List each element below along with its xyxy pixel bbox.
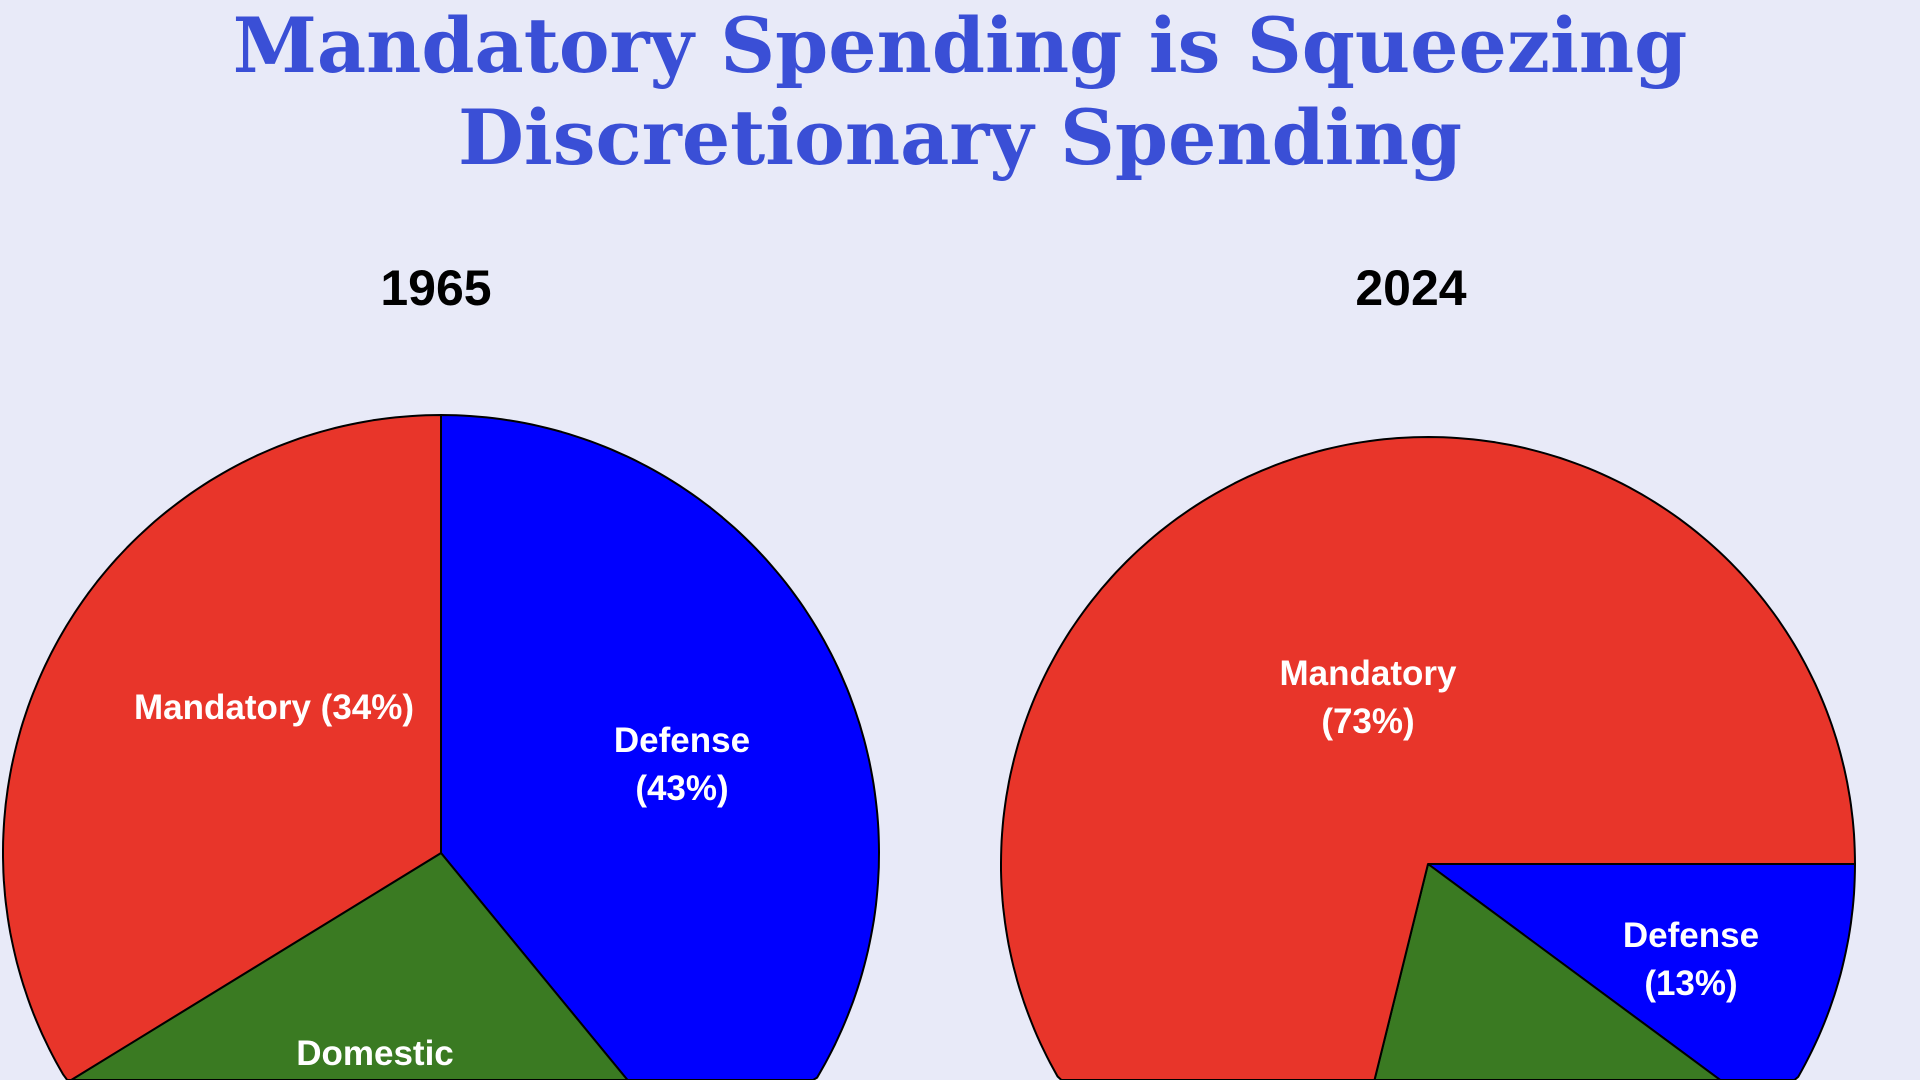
slice-label-2024-mandatory: Mandatory: [1280, 654, 1458, 693]
title-line-1: Mandatory Spending is Squeezing: [232, 1, 1688, 90]
slice-label-1965-domestic: Domestic: [296, 1034, 454, 1073]
slice-1965-mandatory: [2, 414, 442, 1080]
chart-title: Mandatory Spending is Squeezing Discreti…: [0, 0, 1920, 184]
pie-title-1965: 1965: [380, 260, 491, 316]
slice-label-1965-defense: Defense: [614, 721, 750, 760]
slice-label-2024-defense: Defense: [1623, 916, 1759, 955]
pie-title-2024: 2024: [1355, 260, 1466, 316]
slice-1965-domestic: [70, 852, 629, 1080]
slice-label-2024-mandatory: (73%): [1321, 702, 1414, 741]
slice-label-1965-mandatory: Mandatory (34%): [134, 688, 414, 727]
slice-1965-defense: [440, 414, 880, 1080]
slice-2024-mandatory: [1000, 436, 1856, 1080]
slice-2024-domestic: [1373, 863, 1722, 1080]
slice-2024-defense: [1427, 863, 1856, 1080]
slice-label-1965-defense: (43%): [635, 769, 728, 808]
slice-label-2024-defense: (13%): [1644, 964, 1737, 1003]
title-line-2: Discretionary Spending: [457, 93, 1463, 182]
